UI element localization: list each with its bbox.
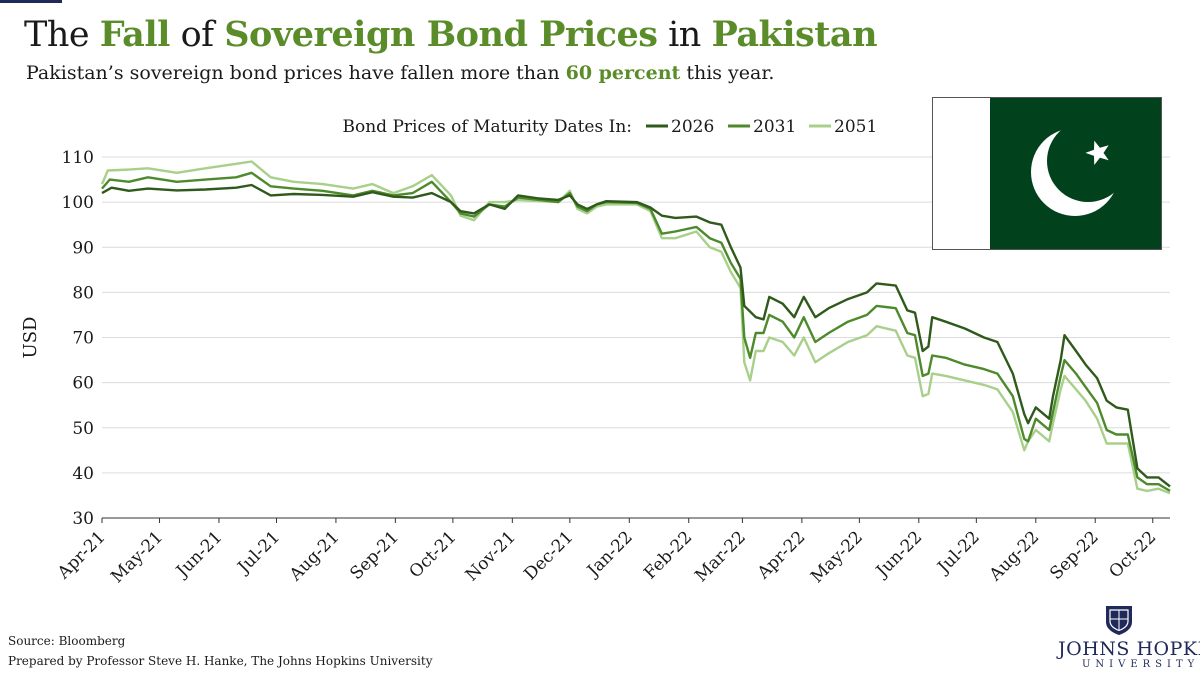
- x-tick-label: Aug-22: [985, 527, 1043, 585]
- star-icon: [1085, 140, 1109, 166]
- x-tick-label: Feb-22: [640, 527, 696, 583]
- x-tick-label: May-21: [107, 527, 167, 587]
- x-tick-label: Sep-22: [1046, 527, 1103, 584]
- title-text: of: [169, 15, 225, 55]
- x-tick-label: Jun-22: [871, 527, 926, 582]
- x-tick-label: Nov-21: [462, 527, 520, 585]
- corner-accent-bar: [0, 0, 62, 3]
- title-highlight: Pakistan: [711, 14, 878, 55]
- legend-label-2051: 2051: [834, 117, 877, 137]
- legend-label-2026: 2026: [671, 117, 714, 137]
- crescent-icon: [1031, 120, 1129, 216]
- x-tick-label: Jul-21: [233, 527, 284, 578]
- series-line-2051: [100, 160, 1171, 495]
- jhu-shield-icon: [1106, 606, 1132, 635]
- source-note: Source: Bloomberg: [8, 634, 126, 648]
- y-tick-label: 30: [72, 509, 94, 529]
- title-text: in: [657, 15, 712, 55]
- series-line-2026: [101, 183, 1171, 488]
- pakistan-flag: [932, 97, 1162, 250]
- x-tick-label: Jun-21: [171, 527, 226, 582]
- prepared-by-note: Prepared by Professor Steve H. Hanke, Th…: [8, 654, 433, 668]
- series-line-2031: [101, 171, 1171, 492]
- jhu-logo-sub: UNIVERSITY: [1082, 659, 1200, 670]
- y-tick-label: 100: [62, 193, 94, 213]
- x-tick-label: Jul-22: [933, 527, 984, 578]
- x-tick-label: Apr-21: [53, 527, 109, 583]
- chart-title: The Fall of Sovereign Bond Prices in Pak…: [24, 14, 878, 55]
- x-tick-label: Oct-22: [1105, 527, 1160, 582]
- title-highlight: 60 percent: [565, 62, 681, 84]
- chart-subtitle: Pakistan’s sovereign bond prices have fa…: [26, 62, 774, 84]
- title-text: The: [24, 15, 100, 55]
- title-text: Pakistan’s sovereign bond prices have fa…: [26, 62, 566, 84]
- y-tick-label: 90: [72, 238, 94, 258]
- x-tick-label: Oct-21: [406, 527, 461, 582]
- y-tick-label: 50: [72, 419, 94, 439]
- pakistan-flag-graphic: [933, 98, 1161, 249]
- x-tick-label: Dec-21: [520, 527, 577, 584]
- title-highlight: Fall: [99, 14, 171, 55]
- title-text: this year.: [680, 62, 775, 84]
- y-axis-label: USD: [20, 317, 41, 359]
- jhu-logo-name: JOHNS HOPKINS: [1058, 638, 1200, 660]
- y-tick-label: 40: [72, 464, 94, 484]
- x-tick-label: Apr-22: [753, 527, 809, 583]
- legend-title: Bond Prices of Maturity Dates In:: [342, 117, 632, 137]
- x-tick-label: Jan-22: [582, 527, 637, 582]
- legend-label-2031: 2031: [753, 117, 796, 137]
- x-tick-label: Aug-21: [285, 527, 343, 585]
- x-tick-label: Sep-21: [346, 527, 403, 584]
- title-highlight: Sovereign Bond Prices: [224, 14, 658, 55]
- y-tick-label: 60: [72, 374, 94, 394]
- y-tick-label: 110: [62, 148, 94, 168]
- x-tick-label: May-22: [807, 527, 867, 587]
- y-tick-label: 70: [72, 329, 94, 349]
- x-tick-label: Mar-22: [691, 527, 750, 586]
- y-tick-label: 80: [72, 283, 94, 303]
